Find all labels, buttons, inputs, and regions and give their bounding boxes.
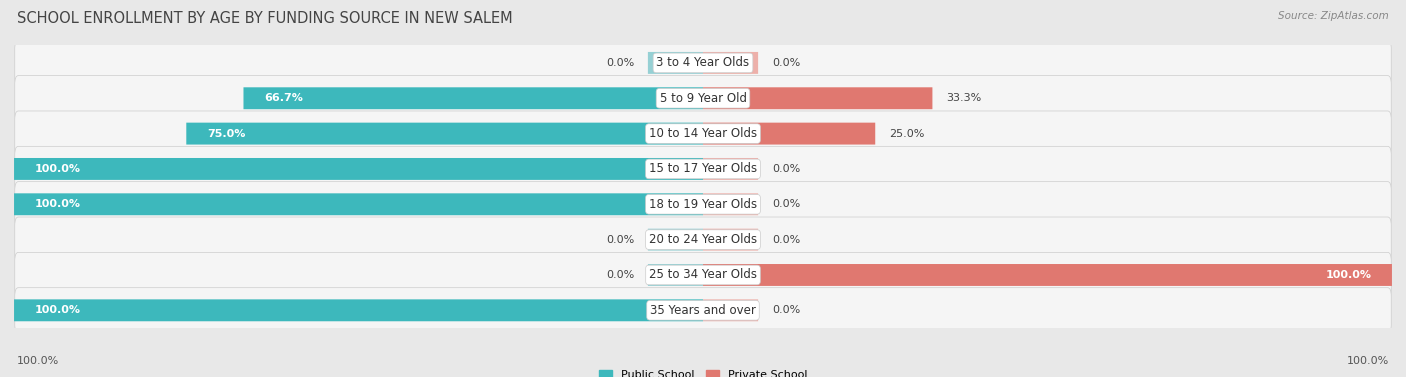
Text: 0.0%: 0.0% [772,199,800,209]
FancyBboxPatch shape [14,288,1392,333]
Text: 0.0%: 0.0% [606,234,634,245]
Text: 0.0%: 0.0% [772,234,800,245]
Text: 75.0%: 75.0% [207,129,245,139]
Text: 0.0%: 0.0% [772,58,800,68]
Text: 15 to 17 Year Olds: 15 to 17 Year Olds [650,162,756,175]
FancyBboxPatch shape [703,158,758,180]
Text: 20 to 24 Year Olds: 20 to 24 Year Olds [650,233,756,246]
FancyBboxPatch shape [243,87,703,109]
FancyBboxPatch shape [703,52,758,74]
FancyBboxPatch shape [703,193,758,215]
FancyBboxPatch shape [14,182,1392,227]
Legend: Public School, Private School: Public School, Private School [595,365,811,377]
Text: 25.0%: 25.0% [889,129,924,139]
Text: 5 to 9 Year Old: 5 to 9 Year Old [659,92,747,105]
FancyBboxPatch shape [703,299,758,321]
Text: 35 Years and over: 35 Years and over [650,304,756,317]
FancyBboxPatch shape [14,158,703,180]
Text: 0.0%: 0.0% [772,305,800,315]
Text: 0.0%: 0.0% [606,58,634,68]
Text: Source: ZipAtlas.com: Source: ZipAtlas.com [1278,11,1389,21]
Text: 33.3%: 33.3% [946,93,981,103]
FancyBboxPatch shape [14,217,1392,262]
FancyBboxPatch shape [703,123,876,144]
Text: 25 to 34 Year Olds: 25 to 34 Year Olds [650,268,756,282]
Text: 10 to 14 Year Olds: 10 to 14 Year Olds [650,127,756,140]
FancyBboxPatch shape [14,111,1392,156]
Text: 100.0%: 100.0% [35,305,80,315]
FancyBboxPatch shape [703,229,758,251]
Text: 18 to 19 Year Olds: 18 to 19 Year Olds [650,198,756,211]
Text: 100.0%: 100.0% [35,164,80,174]
Text: 0.0%: 0.0% [772,164,800,174]
Text: 3 to 4 Year Olds: 3 to 4 Year Olds [657,57,749,69]
Text: 100.0%: 100.0% [1347,356,1389,366]
Text: SCHOOL ENROLLMENT BY AGE BY FUNDING SOURCE IN NEW SALEM: SCHOOL ENROLLMENT BY AGE BY FUNDING SOUR… [17,11,513,26]
Text: 100.0%: 100.0% [35,199,80,209]
FancyBboxPatch shape [14,40,1392,86]
FancyBboxPatch shape [14,193,703,215]
FancyBboxPatch shape [14,252,1392,297]
Text: 100.0%: 100.0% [1326,270,1371,280]
FancyBboxPatch shape [648,52,703,74]
FancyBboxPatch shape [186,123,703,144]
Text: 100.0%: 100.0% [17,356,59,366]
Text: 66.7%: 66.7% [264,93,304,103]
FancyBboxPatch shape [648,264,703,286]
Text: 0.0%: 0.0% [606,270,634,280]
FancyBboxPatch shape [703,87,932,109]
FancyBboxPatch shape [703,264,1392,286]
FancyBboxPatch shape [14,146,1392,192]
FancyBboxPatch shape [648,229,703,251]
FancyBboxPatch shape [14,76,1392,121]
FancyBboxPatch shape [14,299,703,321]
